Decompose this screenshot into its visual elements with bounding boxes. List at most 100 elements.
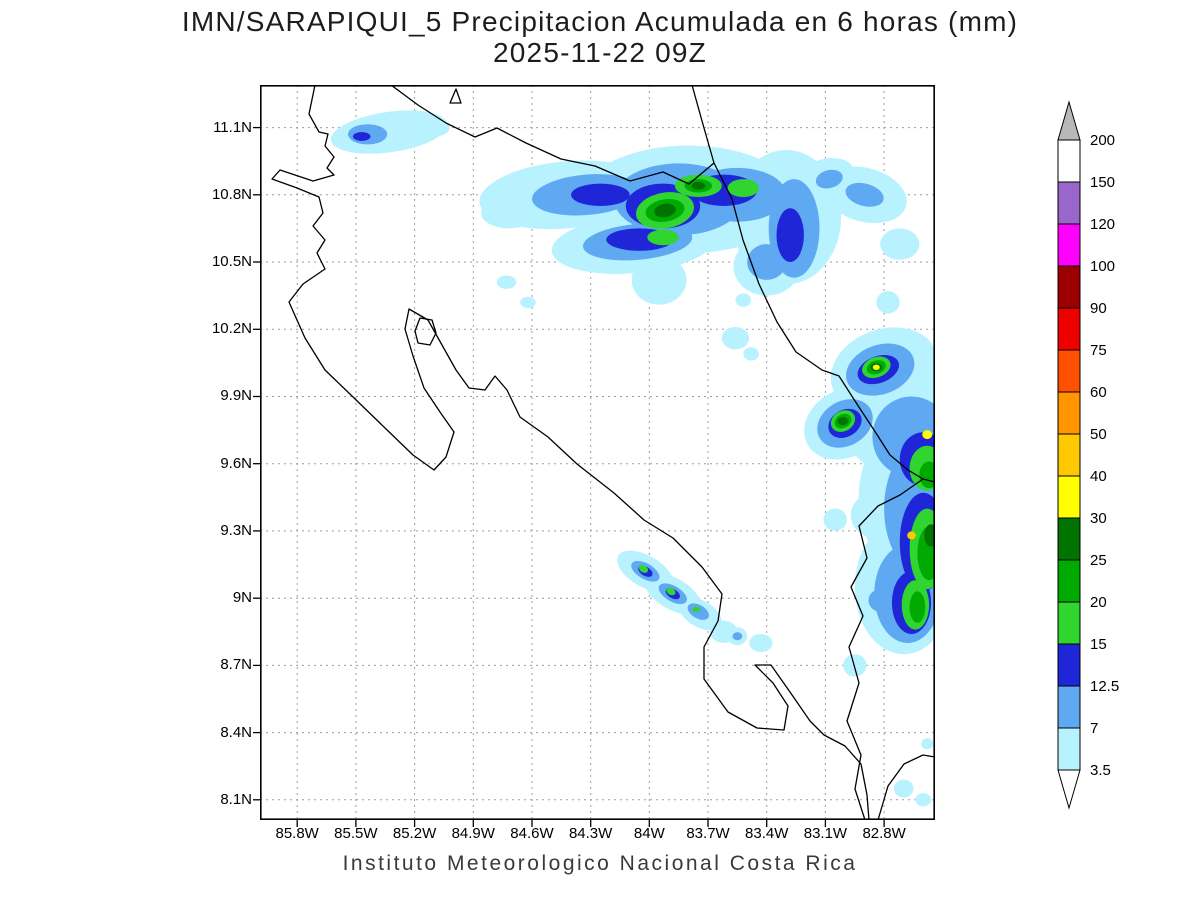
lon-tick-label: 82.8W — [862, 825, 906, 842]
colorbar-tick-label: 15 — [1090, 636, 1107, 653]
colorbar-tick-label: 90 — [1090, 300, 1107, 317]
colorbar-segment — [1057, 265, 1081, 309]
colorbar-segment — [1057, 643, 1081, 687]
colorbar-segment — [1057, 391, 1081, 435]
colorbar-tick-label: 200 — [1090, 132, 1115, 149]
colorbar-segment — [1057, 433, 1081, 477]
precip-cell-25mm — [691, 181, 706, 190]
coastline-border — [877, 754, 935, 820]
colorbar-tick-label: 12.5 — [1090, 678, 1119, 695]
colorbar-segment — [1057, 139, 1081, 183]
lon-tick-label: 83.1W — [803, 825, 848, 842]
lat-tick-label: 8.4N — [220, 723, 252, 741]
coastline-border — [390, 85, 715, 185]
precip-cell-15mm — [666, 587, 676, 596]
colorbar-segment — [1057, 307, 1081, 351]
precip-cell-25mm — [924, 524, 935, 547]
precip-cell-15mm — [727, 179, 759, 198]
gridlines — [260, 85, 935, 820]
page-title: IMN/SARAPIQUI_5 Precipitacion Acumulada … — [181, 6, 1019, 37]
precip-cell-7mm — [732, 632, 743, 641]
map-frame — [260, 85, 935, 820]
colorbar-tick-label: 120 — [1090, 216, 1115, 233]
colorbar-tick-label: 150 — [1090, 174, 1115, 191]
lat-tick-label: 8.7N — [220, 656, 252, 674]
coastline-border — [414, 317, 437, 346]
precip-cell-20mm — [909, 591, 926, 623]
colorbar-segment — [1057, 223, 1081, 267]
colorbar-tick-label: 60 — [1090, 384, 1107, 401]
precip-cell-15mm — [647, 229, 679, 246]
precip-cell-15mm — [692, 606, 701, 613]
colorbar-tick-label: 100 — [1090, 258, 1115, 275]
coastline-border — [449, 88, 462, 104]
precip-cell-15mm — [638, 565, 649, 573]
precip-cell-3.5mm — [481, 197, 536, 229]
precip-cell-3.5mm — [915, 793, 932, 807]
precip-cell-40mm — [907, 531, 916, 540]
precip-cell-12.5mm — [352, 132, 371, 141]
lat-tick-label: 8.1N — [220, 790, 252, 808]
colorbar-tick-label: 25 — [1090, 552, 1107, 569]
precip-cell-12.5mm — [776, 208, 804, 262]
lon-tick-label: 85.2W — [392, 825, 437, 842]
lon-tick-label: 85.8W — [275, 825, 319, 842]
precip-cell-30mm — [872, 364, 880, 370]
precip-cell-3.5mm — [823, 508, 847, 531]
precip-cell-25mm — [654, 203, 676, 218]
lon-tick-label: 83.4W — [745, 825, 789, 842]
colorbar-tick-label: 30 — [1090, 510, 1107, 527]
lat-tick-label: 9.6N — [220, 454, 252, 472]
precip-cell-7mm — [868, 589, 892, 612]
precip-cell-3.5mm — [921, 738, 934, 750]
precipitation-contours — [330, 110, 935, 807]
colorbar-segment — [1057, 475, 1081, 519]
precip-cell-3.5mm — [721, 327, 750, 350]
precip-cell-3.5mm — [520, 296, 536, 308]
precip-cell-3.5mm — [749, 634, 773, 652]
precip-cell-3.5mm — [418, 118, 450, 137]
colorbar-tick-label: 3.5 — [1090, 762, 1111, 779]
precip-cell-25mm — [837, 417, 849, 426]
precip-cell-7mm — [845, 182, 884, 207]
colorbar-tick-label: 75 — [1090, 342, 1107, 359]
lon-tick-label: 84.6W — [510, 825, 554, 842]
precip-cell-30mm — [922, 430, 933, 440]
precip-cell-3.5mm — [880, 228, 920, 260]
colorbar-segment — [1057, 559, 1081, 603]
lat-tick-label: 11.1N — [213, 118, 252, 136]
coastline-border — [271, 85, 870, 820]
precip-cell-3.5mm — [631, 255, 687, 305]
colorbar-tick-label: 40 — [1090, 468, 1107, 485]
lon-tick-label: 84.9W — [451, 825, 495, 842]
colorbar-segment — [1057, 685, 1081, 729]
coastline-border — [691, 85, 935, 483]
lon-tick-label: 83.7W — [686, 825, 730, 842]
colorbar-segment — [1057, 517, 1081, 561]
institution-caption: Instituto Meteorologico Nacional Costa R… — [342, 852, 858, 875]
colorbar-tick-label: 20 — [1090, 594, 1107, 611]
colorbar-segment — [1057, 601, 1081, 645]
colorbar-over-arrow — [1057, 100, 1081, 141]
lat-tick-label: 10.5N — [211, 253, 252, 271]
precip-cell-3.5mm — [743, 347, 759, 361]
lon-tick-label: 84W — [633, 825, 665, 842]
precip-cell-3.5mm — [876, 291, 900, 314]
colorbar-segment — [1057, 181, 1081, 225]
lat-tick-label: 9.3N — [220, 521, 252, 539]
colorbar: 3.5 7 12.5 15 20 25 30 40 50 60 75 90 100 120 150 200 — [1057, 100, 1119, 810]
lat-tick-label: 10.8N — [211, 185, 252, 203]
precip-cell-12.5mm — [571, 183, 630, 206]
precip-cell-7mm — [747, 244, 787, 280]
precip-cell-3.5mm — [496, 275, 517, 289]
coastline-border — [846, 478, 924, 820]
lon-tick-label: 85.5W — [334, 825, 378, 842]
colorbar-segment — [1057, 727, 1081, 771]
map-canvas — [260, 85, 935, 820]
page-subtitle-datetime: 2025-11-22 09Z — [493, 37, 707, 68]
precip-cell-3.5mm — [893, 779, 914, 798]
colorbar-segment — [1057, 349, 1081, 393]
colorbar-under-arrow — [1057, 769, 1081, 810]
lat-tick-label: 9N — [232, 589, 252, 607]
